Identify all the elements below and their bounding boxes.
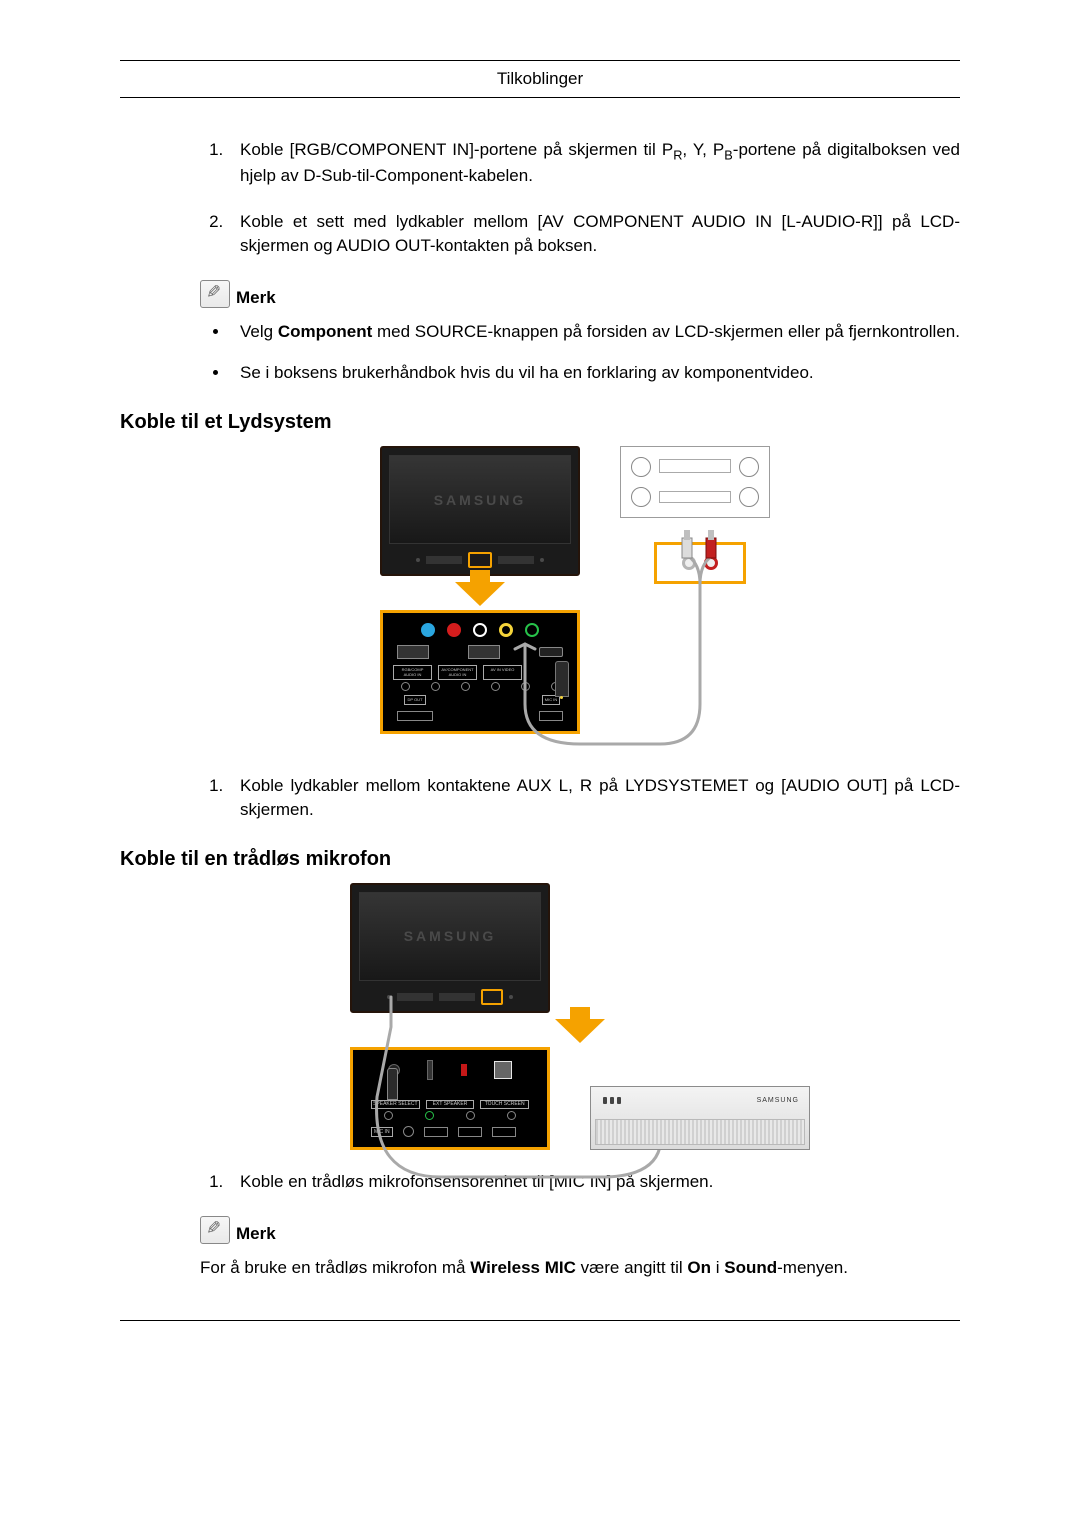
panel-label: AV/COMPONENT AUDIO IN — [438, 665, 477, 680]
mic-receiver-illustration: SAMSUNG — [590, 1086, 810, 1150]
mic-plug-icon — [387, 1068, 398, 1100]
panel-label: EXT SPEAKER — [426, 1100, 475, 1109]
section-sound-system-title: Koble til et Lydsystem — [120, 411, 960, 434]
highlight-port-icon — [468, 552, 492, 568]
section-mic-title: Koble til en trådløs mikrofon — [120, 848, 960, 871]
monitor-bezel — [372, 989, 528, 1005]
note1-bullets: Velg Component med SOURCE-knappen på for… — [200, 320, 960, 386]
intro-ordered-list: Koble [RGB/COMPONENT IN]-portene på skje… — [200, 138, 960, 258]
connector-panel-mic: SPEAKER SELECT EXT SPEAKER TOUCH SCREEN … — [350, 1047, 550, 1150]
note-block-1: Merk — [200, 280, 960, 308]
jack-green-icon — [525, 623, 539, 637]
monitor-bezel — [402, 552, 558, 568]
jack-ring-icon — [473, 623, 487, 637]
receiver-brand: SAMSUNG — [757, 1097, 799, 1104]
text: Koble [RGB/COMPONENT IN]-portene på skje… — [240, 140, 673, 159]
panel-label: DP OUT — [404, 695, 425, 705]
arrow-down-icon — [455, 582, 505, 606]
figure-sound-system: SAMSUNG — [200, 446, 960, 754]
note-label: Merk — [236, 1224, 276, 1244]
panel-label: RGB/COMP AUDIO IN — [393, 665, 432, 680]
highlight-port-icon — [481, 989, 503, 1005]
chip-icon — [494, 1061, 512, 1079]
page-header-title: Tilkoblinger — [120, 69, 960, 89]
subscript: B — [724, 147, 733, 162]
panel-label-mic: MIC IN — [371, 1127, 393, 1137]
intro-list-item-2: Koble et sett med lydkabler mellom [AV C… — [228, 210, 960, 258]
slider-icon — [424, 1127, 448, 1137]
figure-wireless-mic: SAMSUNG — [200, 883, 960, 1150]
monitor-illustration: SAMSUNG — [350, 883, 550, 1013]
text: Velg — [240, 322, 278, 341]
connector-panel: RGB/COMP AUDIO IN AV/COMPONENT AUDIO IN … — [380, 610, 580, 734]
audio-plug-icon — [555, 661, 569, 697]
monitor-illustration: SAMSUNG — [380, 446, 580, 576]
jack-yellow-icon — [499, 623, 513, 637]
jack-blue-icon — [421, 623, 435, 637]
sound-system-steps: Koble lydkabler mellom kontaktene AUX L,… — [200, 774, 960, 822]
text: med SOURCE-knappen på forsiden av LCD-sk… — [372, 322, 960, 341]
intro-list-item-1: Koble [RGB/COMPONENT IN]-portene på skje… — [228, 138, 960, 188]
note1-bullet-2: Se i boksens brukerhåndbok hvis du vil h… — [230, 361, 960, 385]
text-bold: Component — [278, 322, 372, 341]
note1-bullet-1: Velg Component med SOURCE-knappen på for… — [230, 320, 960, 344]
audio-cable — [620, 574, 780, 754]
red-tab-icon — [461, 1064, 467, 1076]
arrow-down-icon — [555, 1019, 605, 1043]
panel-label: TOUCH SCREEN — [480, 1100, 529, 1109]
jack-red-icon — [447, 623, 461, 637]
panel-label: SPEAKER SELECT — [371, 1100, 420, 1109]
sound-system-step-1: Koble lydkabler mellom kontaktene AUX L,… — [228, 774, 960, 822]
note-icon — [200, 1216, 230, 1244]
text: , Y, P — [682, 140, 724, 159]
monitor-screen-brand: SAMSUNG — [359, 892, 541, 981]
monitor-screen-brand: SAMSUNG — [389, 455, 571, 544]
panel-label: AV IN VIDEO — [483, 665, 522, 680]
note-label: Merk — [236, 288, 276, 308]
note-icon — [200, 280, 230, 308]
